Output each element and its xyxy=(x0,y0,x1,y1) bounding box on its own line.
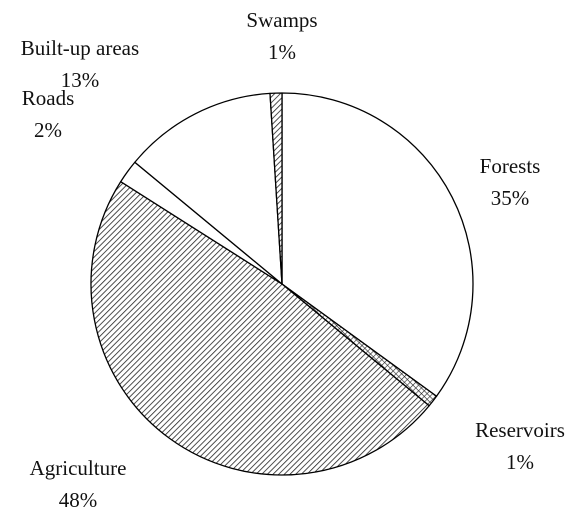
pie-slice xyxy=(90,181,430,476)
slice-value-label: 1% xyxy=(506,450,534,474)
slice-label: Swamps xyxy=(246,8,317,32)
pie-slice xyxy=(269,92,283,285)
slice-label: Built-up areas xyxy=(21,36,139,60)
slice-value-label: 2% xyxy=(34,118,62,142)
pie-slice xyxy=(281,92,474,397)
slice-value-label: 13% xyxy=(61,68,100,92)
slice-value-label: 35% xyxy=(491,186,530,210)
slice-label: Reservoirs xyxy=(475,418,565,442)
slice-label: Roads xyxy=(22,86,75,110)
slice-value-label: 48% xyxy=(59,488,98,512)
slice-label: Forests xyxy=(480,154,541,178)
pie-slice xyxy=(134,92,283,285)
slice-label: Agriculture xyxy=(30,456,127,480)
slice-value-label: 1% xyxy=(268,40,296,64)
